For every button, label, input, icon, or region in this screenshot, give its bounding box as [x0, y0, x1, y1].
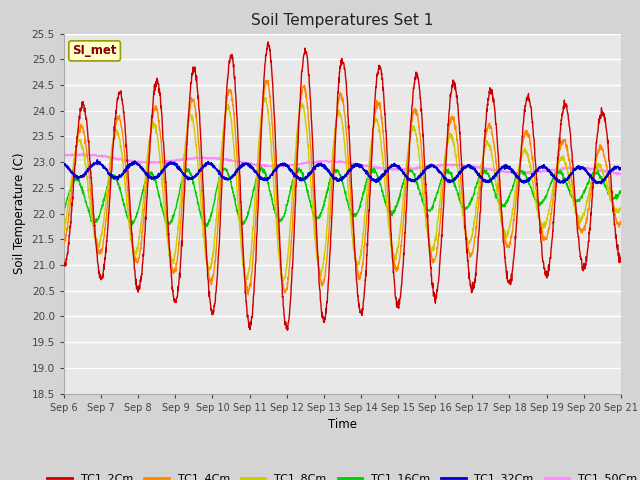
Legend: TC1_2Cm, TC1_4Cm, TC1_8Cm, TC1_16Cm, TC1_32Cm, TC1_50Cm: TC1_2Cm, TC1_4Cm, TC1_8Cm, TC1_16Cm, TC1…	[43, 469, 640, 480]
X-axis label: Time: Time	[328, 418, 357, 431]
Text: SI_met: SI_met	[72, 44, 117, 58]
Title: Soil Temperatures Set 1: Soil Temperatures Set 1	[252, 13, 433, 28]
Y-axis label: Soil Temperature (C): Soil Temperature (C)	[13, 153, 26, 275]
